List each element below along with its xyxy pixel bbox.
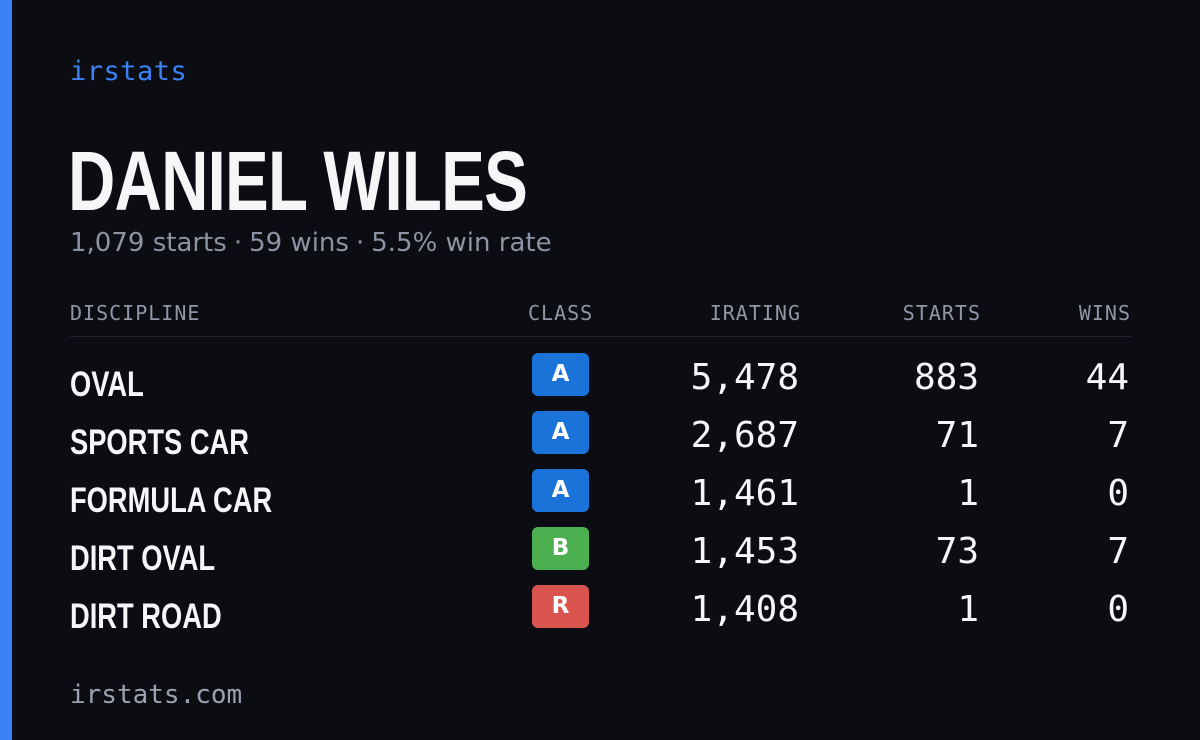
brand-logo-text[interactable]: irstats	[70, 56, 188, 87]
discipline-name: OVAL	[70, 365, 144, 404]
wins-value: 7	[1107, 531, 1129, 572]
starts-value: 1	[957, 589, 979, 630]
wins-value: 0	[1107, 589, 1129, 630]
summary-starts: 1,079 starts	[70, 228, 227, 258]
starts-value: 1	[957, 473, 979, 514]
class-badge: A	[532, 469, 589, 512]
summary-wins: 59 wins	[249, 228, 349, 258]
driver-summary: 1,079 starts · 59 wins · 5.5% win rate	[70, 228, 552, 258]
discipline-stats-table: DISCIPLINE CLASS IRATING STARTS WINS OVA…	[70, 298, 1131, 643]
driver-name: DANIEL WILES	[68, 134, 528, 228]
table-body: OVAL A 5,478 883 44 SPORTS CAR A 2,687 7…	[70, 337, 1131, 643]
discipline-name: SPORTS CAR	[70, 423, 249, 462]
column-header-class: CLASS	[528, 301, 594, 325]
irating-value: 1,453	[690, 531, 799, 572]
discipline-name: FORMULA CAR	[70, 481, 273, 520]
class-badge: A	[532, 411, 589, 454]
starts-value: 73	[935, 531, 979, 572]
column-header-wins: WINS	[1078, 301, 1131, 325]
wins-value: 44	[1085, 357, 1129, 398]
class-badge: A	[532, 353, 589, 396]
table-row: SPORTS CAR A 2,687 71 7	[70, 411, 1131, 469]
accent-bar	[0, 0, 12, 740]
starts-value: 883	[913, 357, 979, 398]
summary-win-rate: 5.5% win rate	[371, 228, 552, 258]
wins-value: 0	[1107, 473, 1129, 514]
irating-value: 1,408	[690, 589, 799, 630]
wins-value: 7	[1107, 415, 1129, 456]
irating-value: 1,461	[690, 473, 799, 514]
column-header-starts: STARTS	[902, 301, 981, 325]
irating-value: 2,687	[690, 415, 799, 456]
discipline-name: DIRT OVAL	[70, 539, 216, 578]
table-row: DIRT OVAL B 1,453 73 7	[70, 527, 1131, 585]
table-row: OVAL A 5,478 883 44	[70, 353, 1131, 411]
summary-separator: ·	[233, 228, 243, 258]
table-row: FORMULA CAR A 1,461 1 0	[70, 469, 1131, 527]
footer-site-url[interactable]: irstats.com	[70, 680, 243, 710]
class-badge: B	[532, 527, 589, 570]
starts-value: 71	[935, 415, 979, 456]
table-row: DIRT ROAD R 1,408 1 0	[70, 585, 1131, 643]
class-badge: R	[532, 585, 589, 628]
summary-separator: ·	[355, 228, 365, 258]
column-header-irating: IRATING	[709, 301, 801, 325]
irating-value: 5,478	[690, 357, 799, 398]
table-header: DISCIPLINE CLASS IRATING STARTS WINS	[70, 298, 1131, 337]
discipline-name: DIRT ROAD	[70, 597, 222, 636]
column-header-discipline: DISCIPLINE	[70, 301, 201, 325]
